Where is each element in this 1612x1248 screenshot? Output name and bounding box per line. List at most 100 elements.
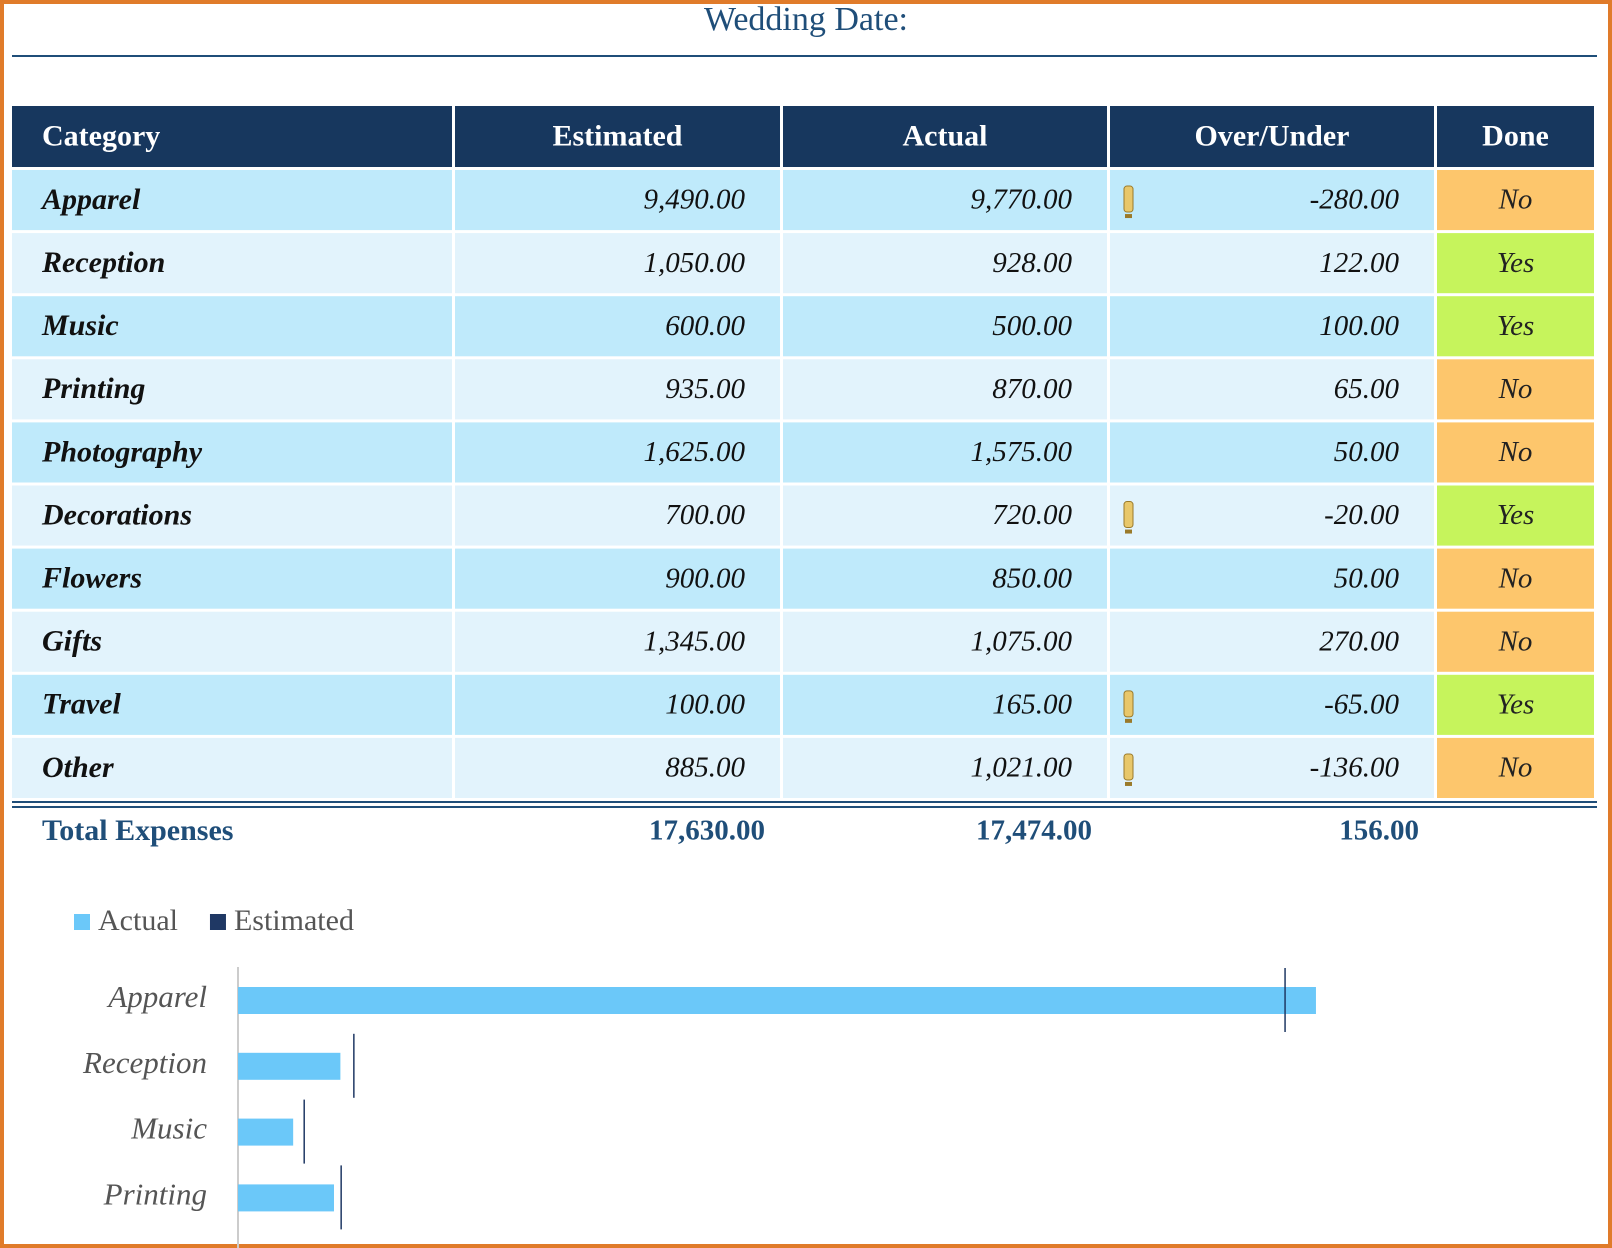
cell bbox=[783, 233, 1107, 294]
cell bbox=[1110, 233, 1434, 294]
header-cell bbox=[1437, 106, 1594, 167]
cell bbox=[12, 548, 452, 609]
cell bbox=[455, 674, 780, 735]
cell bbox=[12, 422, 452, 483]
cell bbox=[455, 170, 780, 231]
total-value: 17,474.00 bbox=[976, 815, 1092, 847]
warning-icon bbox=[1123, 753, 1134, 781]
total-value: 17,630.00 bbox=[649, 815, 765, 847]
cell bbox=[12, 170, 452, 231]
cell bbox=[12, 611, 452, 672]
cell bbox=[1437, 233, 1594, 294]
amount-cell: 870.00 bbox=[992, 373, 1072, 405]
cell bbox=[455, 359, 780, 420]
amount-cell: -65.00 bbox=[1324, 689, 1399, 721]
amount-cell: -20.00 bbox=[1324, 499, 1399, 531]
category-cell: Travel bbox=[42, 688, 122, 721]
cell bbox=[12, 296, 452, 357]
amount-cell: 65.00 bbox=[1334, 373, 1400, 405]
cell bbox=[1110, 170, 1434, 231]
done-cell: No bbox=[1498, 625, 1533, 657]
amount-cell: 270.00 bbox=[1319, 625, 1399, 657]
cell bbox=[12, 233, 452, 294]
cell bbox=[783, 548, 1107, 609]
warning-icon bbox=[1123, 185, 1134, 213]
cell bbox=[12, 485, 452, 546]
done-cell: No bbox=[1498, 184, 1533, 216]
amount-cell: 850.00 bbox=[992, 562, 1072, 594]
amount-cell: 9,770.00 bbox=[971, 184, 1073, 216]
cell bbox=[1110, 737, 1434, 798]
cell bbox=[1110, 296, 1434, 357]
cell bbox=[783, 611, 1107, 672]
cell bbox=[1437, 674, 1594, 735]
amount-cell: 928.00 bbox=[992, 247, 1072, 279]
warning-icon bbox=[1123, 690, 1134, 718]
category-label: Music bbox=[130, 1111, 207, 1146]
warning-dot bbox=[1125, 718, 1132, 723]
done-cell: Yes bbox=[1497, 247, 1535, 279]
amount-cell: -136.00 bbox=[1310, 752, 1400, 784]
category-cell: Other bbox=[42, 751, 114, 784]
column-header: Actual bbox=[903, 119, 988, 152]
cell bbox=[1110, 611, 1434, 672]
amount-cell: 700.00 bbox=[665, 499, 745, 531]
column-header: Done bbox=[1482, 119, 1549, 152]
cell bbox=[783, 485, 1107, 546]
amount-cell: 885.00 bbox=[665, 752, 745, 784]
cell bbox=[1437, 170, 1594, 231]
amount-cell: 122.00 bbox=[1319, 247, 1399, 279]
cell bbox=[455, 233, 780, 294]
done-cell: No bbox=[1498, 373, 1533, 405]
category-label: Apparel bbox=[106, 979, 207, 1014]
warning-dot bbox=[1125, 781, 1132, 786]
amount-cell: 100.00 bbox=[665, 689, 745, 721]
header-cell bbox=[455, 106, 780, 167]
header-cell bbox=[783, 106, 1107, 167]
header-cell bbox=[1110, 106, 1434, 167]
category-label: Printing bbox=[103, 1177, 207, 1212]
cell bbox=[455, 422, 780, 483]
cell bbox=[1437, 485, 1594, 546]
amount-cell: 935.00 bbox=[665, 373, 745, 405]
amount-cell: 1,625.00 bbox=[644, 436, 746, 468]
category-cell: Apparel bbox=[40, 183, 141, 216]
cell bbox=[1437, 737, 1594, 798]
cell bbox=[1437, 359, 1594, 420]
amount-cell: 50.00 bbox=[1334, 562, 1400, 594]
amount-cell: 50.00 bbox=[1334, 436, 1400, 468]
total-value: 156.00 bbox=[1339, 815, 1419, 847]
cell bbox=[1110, 422, 1434, 483]
cell bbox=[1437, 422, 1594, 483]
cell bbox=[783, 422, 1107, 483]
cell bbox=[783, 359, 1107, 420]
done-cell: No bbox=[1498, 436, 1533, 468]
category-cell: Flowers bbox=[41, 562, 142, 595]
category-cell: Reception bbox=[41, 246, 165, 279]
cell bbox=[1110, 674, 1434, 735]
warning-dot bbox=[1125, 214, 1132, 219]
cell bbox=[1437, 611, 1594, 672]
header-cell bbox=[12, 106, 452, 167]
legend-swatch bbox=[209, 914, 226, 930]
cell bbox=[1437, 296, 1594, 357]
bar bbox=[238, 987, 1316, 1014]
done-cell: No bbox=[1498, 562, 1533, 594]
cell bbox=[1110, 548, 1434, 609]
done-cell: No bbox=[1498, 752, 1533, 784]
column-header: Category bbox=[42, 119, 160, 152]
total-label: Total Expenses bbox=[42, 814, 233, 847]
bar bbox=[238, 1052, 341, 1080]
cell bbox=[12, 737, 452, 798]
amount-cell: 500.00 bbox=[992, 310, 1072, 342]
cell bbox=[455, 485, 780, 546]
legend-label: Estimated bbox=[234, 904, 354, 937]
category-cell: Printing bbox=[41, 372, 145, 405]
warning-icon bbox=[1123, 501, 1134, 529]
title: Wedding Date: bbox=[704, 1, 908, 38]
column-header: Over/Under bbox=[1195, 119, 1350, 152]
amount-cell: 165.00 bbox=[992, 689, 1072, 721]
cell bbox=[1110, 485, 1434, 546]
cell bbox=[455, 611, 780, 672]
amount-cell: 1,021.00 bbox=[971, 752, 1073, 784]
